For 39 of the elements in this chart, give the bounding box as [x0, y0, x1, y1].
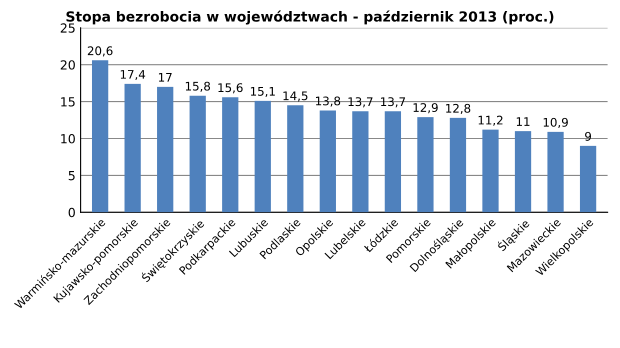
y-tick-label: 20 [60, 60, 75, 70]
data-label: 12,8 [446, 104, 470, 114]
bar [482, 130, 499, 212]
bar [417, 117, 434, 212]
bar [92, 60, 108, 212]
data-label: 17 [158, 73, 172, 82]
y-tick-label: 25 [60, 23, 75, 33]
data-label: 13,7 [381, 97, 406, 108]
y-tick-label: 10 [61, 134, 75, 144]
chart-title: Stopa bezrobocia w województwach - październik 2013 (proc.) [66, 10, 554, 25]
data-label: 11,2 [478, 116, 502, 126]
data-label: 9 [585, 132, 592, 141]
data-label: 14,5 [283, 91, 308, 102]
bar [384, 111, 402, 212]
bar [254, 100, 271, 212]
data-label: 15,8 [186, 82, 210, 92]
bar [190, 96, 206, 212]
bar [157, 86, 174, 212]
data-label: 13,8 [316, 96, 340, 107]
bar [580, 146, 596, 212]
data-label: 15,1 [250, 87, 275, 98]
bar [320, 110, 336, 212]
bar [450, 118, 466, 212]
y-tick-label: 5 [68, 171, 75, 180]
data-label: 11 [516, 117, 530, 126]
bar [222, 97, 238, 212]
data-label: 15,6 [218, 83, 243, 94]
data-label: 17,4 [120, 70, 146, 80]
bar [124, 84, 141, 212]
bar [547, 132, 564, 212]
data-label: 10,9 [544, 118, 568, 128]
data-label: 12,9 [414, 103, 438, 114]
bar [514, 131, 532, 212]
y-tick-label: 0 [68, 208, 75, 218]
y-tick-label: 15 [61, 97, 75, 107]
data-label: 13,7 [348, 97, 372, 108]
bar [352, 111, 368, 212]
bar [287, 105, 304, 212]
data-label: 20,6 [88, 46, 113, 56]
